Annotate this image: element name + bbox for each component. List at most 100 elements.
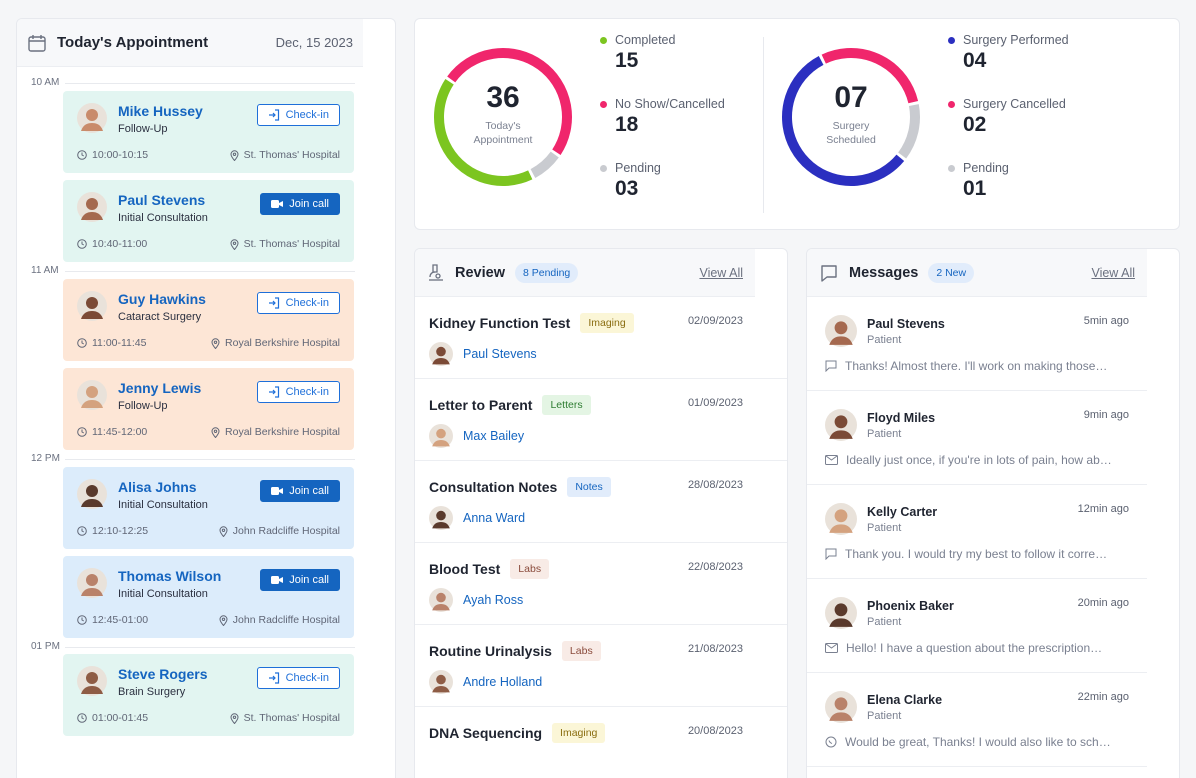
stat-value: 04 bbox=[963, 49, 987, 72]
review-date: 22/08/2023 bbox=[687, 561, 743, 573]
review-patient[interactable]: Paul Stevens bbox=[429, 342, 537, 366]
appointment-card[interactable]: Steve Rogers Brain Surgery Check-in 01:0… bbox=[63, 654, 354, 736]
appointment-type: Initial Consultation bbox=[118, 588, 208, 600]
appointment-location: John Radcliffe Hospital bbox=[219, 525, 340, 537]
review-title: Review bbox=[455, 264, 505, 281]
sender-name: Kelly Carter bbox=[867, 505, 938, 519]
chat-icon bbox=[825, 548, 837, 560]
time-divider bbox=[65, 271, 355, 272]
review-title: Blood Test Labs bbox=[429, 559, 550, 579]
location-pin-icon bbox=[230, 149, 239, 161]
appointments-total: 36 bbox=[486, 81, 520, 114]
avatar bbox=[77, 568, 107, 598]
message-item[interactable]: Kelly Carter Patient 12min ago Thank you… bbox=[807, 485, 1147, 579]
button-label: Join call bbox=[289, 574, 329, 586]
avatar bbox=[825, 503, 857, 535]
appointment-time: 11:00-11:45 bbox=[77, 337, 147, 349]
sender-role: Patient bbox=[867, 710, 902, 722]
message-item[interactable]: Paul Stevens Patient 5min ago Thanks! Al… bbox=[807, 297, 1147, 391]
review-title: Letter to Parent Letters bbox=[429, 395, 591, 415]
appointment-meta: 10:00-10:15 St. Thomas' Hospital bbox=[77, 149, 340, 161]
message-time: 12min ago bbox=[1077, 503, 1129, 515]
appointments-total-label: Today's Appointment bbox=[473, 120, 533, 146]
join-call-button[interactable]: Join call bbox=[260, 193, 340, 215]
sender-name: Paul Stevens bbox=[867, 317, 945, 331]
donut-segment bbox=[782, 48, 920, 186]
patient-name[interactable]: Alisa Johns bbox=[118, 479, 197, 495]
patient-name[interactable]: Paul Stevens bbox=[118, 192, 206, 208]
review-title: Kidney Function Test Imaging bbox=[429, 313, 634, 333]
message-preview: Thanks! Almost there. I'll work on makin… bbox=[825, 359, 1107, 373]
patient-name[interactable]: Guy Hawkins bbox=[118, 291, 206, 307]
message-item[interactable]: Elena Clarke Patient 22min ago Would be … bbox=[807, 673, 1147, 767]
stat-item: Completed 15 bbox=[600, 33, 675, 73]
sender-role: Patient bbox=[867, 522, 902, 534]
avatar bbox=[825, 315, 857, 347]
appointments-date: Dec, 15 2023 bbox=[275, 35, 353, 50]
appointment-meta: 11:00-11:45 Royal Berkshire Hospital bbox=[77, 337, 340, 349]
avatar bbox=[77, 291, 107, 321]
review-patient[interactable]: Max Bailey bbox=[429, 424, 524, 448]
check-in-button[interactable]: Check-in bbox=[256, 667, 340, 689]
avatar bbox=[429, 424, 453, 448]
appointment-time: 10:40-11:00 bbox=[77, 238, 147, 250]
button-label: Check-in bbox=[285, 109, 329, 121]
review-tag: Imaging bbox=[580, 313, 634, 333]
button-label: Check-in bbox=[285, 672, 329, 684]
avatar bbox=[77, 666, 107, 696]
review-item[interactable]: Letter to Parent Letters 01/09/2023 Max B… bbox=[415, 379, 787, 461]
review-date: 01/09/2023 bbox=[687, 397, 743, 409]
check-in-button[interactable]: Check-in bbox=[256, 104, 340, 126]
appointments-panel: Today's Appointment Dec, 15 2023 10 AM 1… bbox=[16, 18, 396, 778]
review-patient[interactable]: Andre Holland bbox=[429, 670, 542, 694]
check-in-button[interactable]: Check-in bbox=[256, 292, 340, 314]
appointment-card[interactable]: Mike Hussey Follow-Up Check-in 10:00-10:… bbox=[63, 91, 354, 173]
appointment-time: 12:10-12:25 bbox=[77, 525, 148, 537]
message-item[interactable]: Phoenix Baker Patient 20min ago Hello! I… bbox=[807, 579, 1147, 673]
stat-value: 01 bbox=[963, 177, 987, 200]
video-camera-icon bbox=[271, 576, 284, 584]
review-patient[interactable]: Ayah Ross bbox=[429, 588, 523, 612]
review-item[interactable]: Consultation Notes Notes 28/08/2023 Anna … bbox=[415, 461, 787, 543]
messages-title: Messages bbox=[849, 264, 919, 281]
patient-name[interactable]: Thomas Wilson bbox=[118, 568, 222, 584]
review-item[interactable]: Kidney Function Test Imaging 02/09/2023 P… bbox=[415, 297, 787, 379]
review-item[interactable]: Blood Test Labs 22/08/2023 Ayah Ross bbox=[415, 543, 787, 625]
button-label: Join call bbox=[289, 485, 329, 497]
microscope-icon bbox=[429, 263, 443, 281]
appointment-time: 01:00-01:45 bbox=[77, 712, 148, 724]
check-in-button[interactable]: Check-in bbox=[256, 381, 340, 403]
review-tag: Labs bbox=[561, 641, 601, 661]
patient-name[interactable]: Steve Rogers bbox=[118, 666, 208, 682]
avatar bbox=[429, 342, 453, 366]
appointment-card[interactable]: Jenny Lewis Follow-Up Check-in 11:45-12:… bbox=[63, 368, 354, 450]
location-pin-icon bbox=[211, 337, 220, 349]
message-item[interactable]: Floyd Miles Patient 9min ago Ideally jus… bbox=[807, 391, 1147, 485]
join-call-button[interactable]: Join call bbox=[260, 569, 340, 591]
stat-label: Surgery Performed bbox=[948, 33, 1069, 47]
appointment-card[interactable]: Guy Hawkins Cataract Surgery Check-in 11… bbox=[63, 279, 354, 361]
messages-view-all-link[interactable]: View All bbox=[1091, 265, 1135, 280]
button-label: Join call bbox=[289, 198, 329, 210]
message-preview: Ideally just once, if you're in lots of … bbox=[825, 453, 1112, 467]
appointment-card[interactable]: Thomas Wilson Initial Consultation Join … bbox=[63, 556, 354, 638]
legend-dot-icon bbox=[948, 164, 955, 172]
review-view-all-link[interactable]: View All bbox=[699, 265, 743, 280]
patient-name[interactable]: Mike Hussey bbox=[118, 103, 203, 119]
review-item[interactable]: Routine Urinalysis Labs 21/08/2023 Andre … bbox=[415, 625, 787, 707]
time-divider bbox=[65, 459, 355, 460]
appointment-card[interactable]: Alisa Johns Initial Consultation Join ca… bbox=[63, 467, 354, 549]
review-patient[interactable]: Anna Ward bbox=[429, 506, 525, 530]
clock-icon bbox=[77, 338, 87, 348]
appointment-card[interactable]: Paul Stevens Initial Consultation Join c… bbox=[63, 180, 354, 262]
review-item[interactable]: DNA Sequencing Imaging 20/08/2023 bbox=[415, 707, 787, 778]
sender-role: Patient bbox=[867, 334, 902, 346]
review-tag: Letters bbox=[542, 395, 591, 415]
patient-name[interactable]: Jenny Lewis bbox=[118, 380, 202, 396]
join-call-button[interactable]: Join call bbox=[260, 480, 340, 502]
stat-label: No Show/Cancelled bbox=[600, 97, 725, 111]
new-messages-badge: 2 New bbox=[928, 262, 975, 283]
sender-role: Patient bbox=[867, 428, 902, 440]
calendar-icon bbox=[28, 34, 46, 52]
sender-name: Phoenix Baker bbox=[867, 599, 954, 613]
